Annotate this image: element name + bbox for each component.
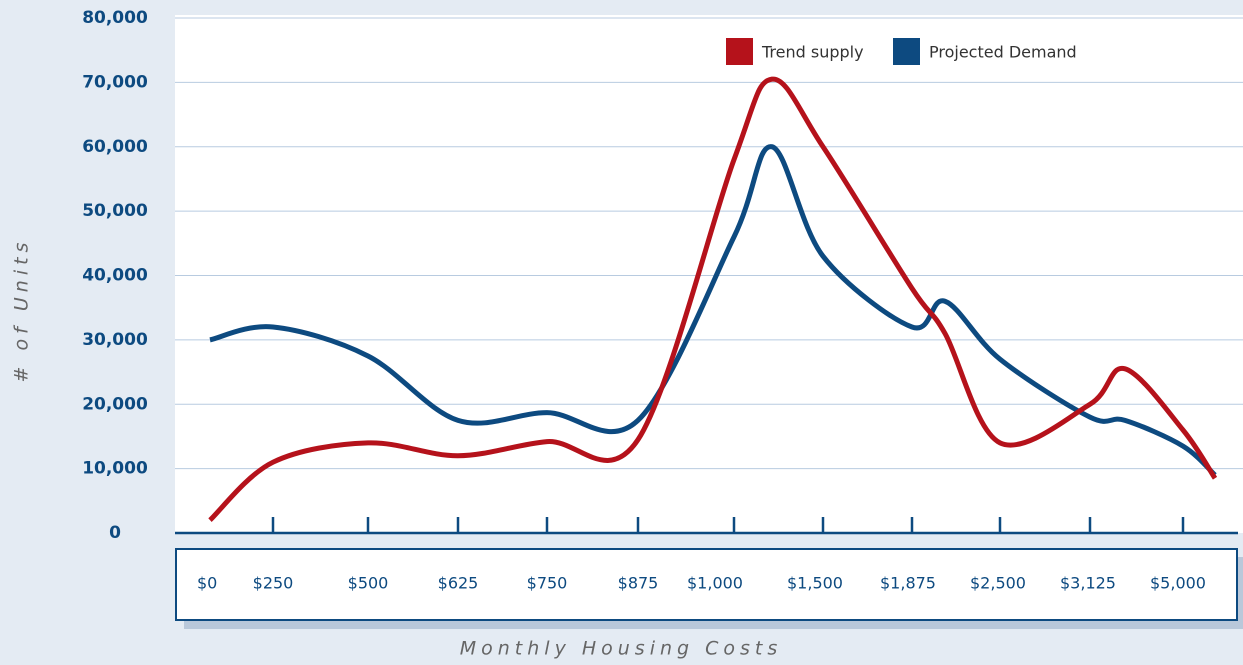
y-tick-label: 80,000: [82, 8, 148, 28]
legend-swatch: [893, 38, 920, 65]
x-tick-label: $1,000: [687, 574, 743, 593]
x-axis-title: Monthly Housing Costs: [460, 638, 783, 660]
x-tick-label: $5,000: [1150, 574, 1206, 593]
legend-swatch: [726, 38, 753, 65]
y-tick-label: 60,000: [82, 137, 148, 157]
series-line: [209, 144, 1217, 477]
y-tick-label: 50,000: [82, 201, 148, 221]
y-tick-label: 10,000: [82, 459, 148, 479]
x-label-box: [175, 548, 1238, 621]
series-line: [208, 76, 1218, 522]
y-tick-label: 20,000: [82, 394, 148, 414]
x-tick-label: $500: [348, 574, 389, 593]
y-tick-label: 30,000: [82, 330, 148, 350]
y-tick-label: 40,000: [82, 266, 148, 286]
x-tick-label: $625: [438, 574, 479, 593]
y-tick-label: 0: [109, 523, 121, 543]
x-tick-label: $3,125: [1060, 574, 1116, 593]
x-tick-label: $2,500: [970, 574, 1026, 593]
x-tick-label: $875: [618, 574, 659, 593]
x-tick-label: $250: [253, 574, 294, 593]
x-tick-label: $1,500: [787, 574, 843, 593]
y-tick-label: 70,000: [82, 72, 148, 92]
y-axis-title: # of Units: [11, 238, 33, 383]
plot-area: [175, 15, 1243, 533]
legend-label: Projected Demand: [929, 43, 1077, 62]
x-tick-label: $0: [197, 574, 217, 593]
legend-label: Trend supply: [761, 43, 864, 62]
x-tick-label: $1,875: [880, 574, 936, 593]
x-tick-label: $750: [527, 574, 568, 593]
